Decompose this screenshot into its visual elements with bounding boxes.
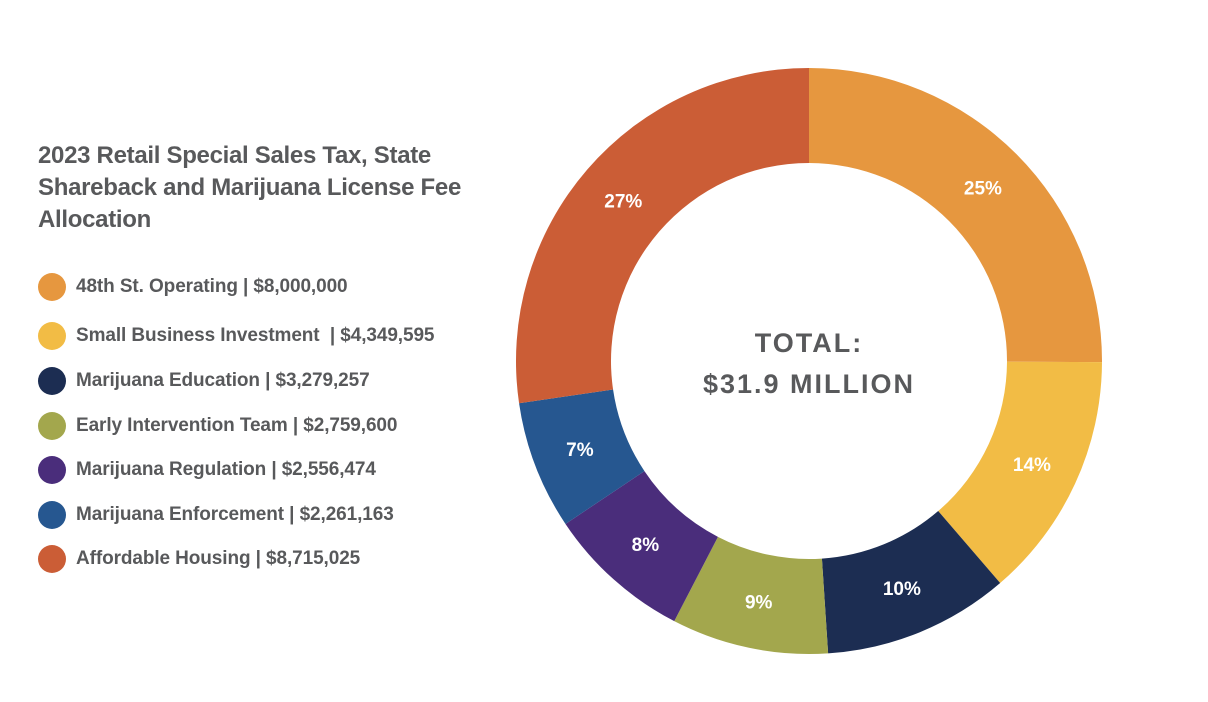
donut-slices — [516, 68, 1102, 654]
percent-label: 25% — [964, 179, 1002, 200]
legend-label: Marijuana Regulation | $2,556,474 — [76, 459, 376, 480]
legend-label: Early Intervention Team | $2,759,600 — [76, 415, 398, 436]
center-total-value: $31.9 MILLION — [703, 369, 915, 399]
percent-label: 14% — [1013, 455, 1051, 476]
percent-label: 9% — [745, 592, 773, 613]
chart-title: 2023 Retail Special Sales Tax, State Sha… — [38, 142, 462, 233]
legend-swatch — [38, 545, 66, 573]
legend-item-early-intervention-team: Early Intervention Team | $2,759,600 — [38, 412, 397, 440]
legend-item-small-business-investment: Small Business Investment | $4,349,595 — [38, 322, 434, 350]
legend-item-affordable-housing: Affordable Housing | $8,715,025 — [38, 545, 360, 573]
legend-swatch — [38, 412, 66, 440]
percent-labels: 25% 14% 10% 9% 8% 7% 27% — [566, 179, 1051, 614]
legend-item-marijuana-education: Marijuana Education | $3,279,257 — [38, 367, 370, 395]
legend-label: Marijuana Education | $3,279,257 — [76, 370, 370, 391]
legend-label: Marijuana Enforcement | $2,261,163 — [76, 504, 394, 525]
percent-label: 27% — [604, 191, 642, 212]
percent-label: 10% — [883, 579, 921, 600]
center-total-label: TOTAL: — [755, 328, 863, 358]
donut-slice-affordable-housing — [516, 68, 809, 404]
donut-slice-marijuana-regulation — [565, 471, 718, 622]
legend: 48th St. Operating | $8,000,000 Small Bu… — [38, 0, 508, 702]
donut-slice-early-intervention-team — [674, 536, 829, 654]
legend-swatch — [38, 273, 66, 301]
legend-item-marijuana-enforcement: Marijuana Enforcement | $2,261,163 — [38, 501, 394, 529]
donut-slice-48th-st-operating — [809, 68, 1102, 363]
legend-item-marijuana-regulation: Marijuana Regulation | $2,556,474 — [38, 456, 376, 484]
donut-slice-marijuana-enforcement — [519, 389, 645, 524]
legend-swatch — [38, 456, 66, 484]
donut-slice-marijuana-education — [821, 511, 1001, 654]
legend-swatch — [38, 367, 66, 395]
legend-swatch — [38, 322, 66, 350]
legend-label: 48th St. Operating | $8,000,000 — [76, 276, 348, 297]
percent-label: 8% — [632, 535, 660, 556]
legend-item-48th-st-operating: 48th St. Operating | $8,000,000 — [38, 273, 348, 301]
legend-label: Small Business Investment | $4,349,595 — [76, 325, 435, 346]
legend-label: Affordable Housing | $8,715,025 — [76, 548, 361, 569]
legend-swatch — [38, 501, 66, 529]
percent-label: 7% — [566, 440, 594, 461]
donut-slice-small-business-investment — [938, 361, 1102, 584]
